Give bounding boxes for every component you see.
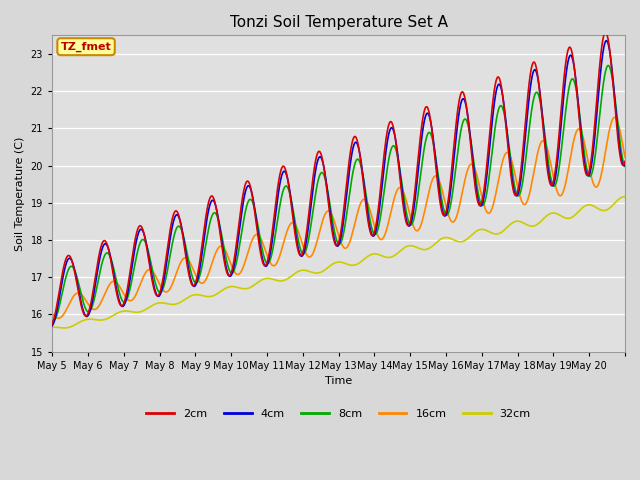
- 32cm: [48, 324, 56, 330]
- 16cm: [106, 282, 113, 288]
- 8cm: [511, 186, 519, 192]
- Line: 4cm: 4cm: [52, 41, 625, 326]
- 4cm: [621, 162, 629, 168]
- 4cm: [373, 223, 381, 228]
- 8cm: [229, 269, 237, 275]
- Line: 8cm: 8cm: [52, 65, 625, 322]
- Line: 16cm: 16cm: [52, 117, 625, 318]
- 32cm: [544, 212, 552, 218]
- Y-axis label: Soil Temperature (C): Soil Temperature (C): [15, 136, 25, 251]
- 16cm: [621, 154, 629, 160]
- Line: 2cm: 2cm: [52, 32, 625, 324]
- 32cm: [621, 194, 628, 200]
- 32cm: [373, 251, 381, 257]
- 4cm: [511, 191, 519, 197]
- Line: 32cm: 32cm: [52, 197, 625, 328]
- 2cm: [106, 250, 113, 255]
- 2cm: [511, 192, 519, 198]
- 8cm: [373, 228, 381, 234]
- 16cm: [614, 118, 621, 124]
- 4cm: [543, 161, 551, 167]
- 32cm: [106, 315, 113, 321]
- 32cm: [60, 325, 68, 331]
- 8cm: [106, 252, 113, 258]
- 2cm: [602, 29, 609, 35]
- 8cm: [605, 62, 612, 68]
- 16cm: [54, 315, 62, 321]
- 8cm: [49, 319, 56, 324]
- 2cm: [613, 127, 621, 133]
- 4cm: [602, 38, 610, 44]
- 16cm: [544, 147, 552, 153]
- Text: TZ_fmet: TZ_fmet: [61, 42, 111, 52]
- 4cm: [106, 249, 113, 254]
- 4cm: [48, 323, 56, 329]
- 32cm: [229, 284, 237, 289]
- 16cm: [48, 311, 56, 316]
- 8cm: [48, 319, 56, 324]
- 32cm: [613, 198, 621, 204]
- 2cm: [543, 167, 551, 172]
- 32cm: [511, 218, 519, 224]
- 8cm: [614, 116, 621, 121]
- Title: Tonzi Soil Temperature Set A: Tonzi Soil Temperature Set A: [230, 15, 447, 30]
- 2cm: [621, 158, 629, 164]
- 16cm: [229, 266, 237, 272]
- 16cm: [611, 114, 618, 120]
- 16cm: [373, 231, 381, 237]
- 8cm: [544, 155, 552, 160]
- 16cm: [511, 173, 519, 179]
- 8cm: [621, 164, 629, 169]
- 2cm: [229, 264, 237, 269]
- X-axis label: Time: Time: [325, 376, 352, 386]
- 2cm: [373, 216, 381, 222]
- 4cm: [229, 268, 237, 274]
- 4cm: [613, 120, 621, 126]
- 2cm: [48, 321, 56, 327]
- Legend: 2cm, 4cm, 8cm, 16cm, 32cm: 2cm, 4cm, 8cm, 16cm, 32cm: [142, 405, 535, 423]
- 32cm: [621, 194, 629, 200]
